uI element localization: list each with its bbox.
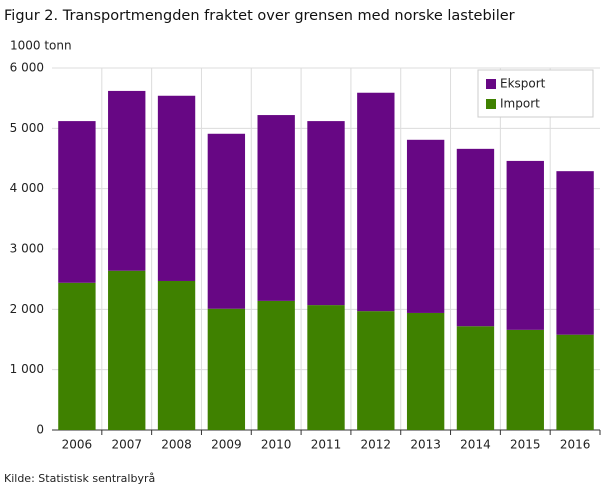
x-tick-label: 2015 <box>510 438 541 452</box>
y-tick-label: 1 000 <box>10 362 44 376</box>
bar-segment <box>157 95 196 281</box>
bar-segment <box>108 90 146 271</box>
bar-segment <box>58 121 96 283</box>
legend-swatch <box>486 99 496 109</box>
bar-segment <box>506 329 544 430</box>
bar-segment <box>406 312 445 430</box>
bar-segment <box>207 133 246 309</box>
bar-segment <box>357 92 395 312</box>
bar-segment <box>307 121 345 306</box>
bar-segment <box>406 139 445 313</box>
x-tick-label: 2012 <box>361 438 392 452</box>
bar-segment <box>556 334 594 430</box>
bar-segment <box>357 311 395 430</box>
x-tick-label: 2006 <box>62 438 93 452</box>
legend-box <box>477 69 594 118</box>
y-tick-label: 6 000 <box>10 61 44 75</box>
y-tick-label: 2 000 <box>10 302 44 316</box>
legend-label: Import <box>500 97 540 111</box>
x-tick-label: 2016 <box>560 438 591 452</box>
y-tick-label: 4 000 <box>10 181 44 195</box>
x-tick-label: 2010 <box>261 438 292 452</box>
bar-segment <box>506 160 544 330</box>
y-tick-label: 5 000 <box>10 121 44 135</box>
bar-segment <box>207 308 246 430</box>
bar-segment <box>257 115 295 301</box>
x-tick-label: 2013 <box>410 438 441 452</box>
bar-segment <box>157 280 196 430</box>
chart-title: Figur 2. Transportmengden fraktet over g… <box>4 8 515 24</box>
bar-segment <box>307 305 345 430</box>
y-tick-label: 3 000 <box>10 242 44 256</box>
source: Kilde: Statistisk sentralbyrå <box>4 472 155 485</box>
y-axis-label: 1000 tonn <box>10 39 72 53</box>
bar-segment <box>58 282 96 430</box>
x-tick-label: 2008 <box>161 438 192 452</box>
bar-segment <box>456 326 495 430</box>
x-tick-label: 2011 <box>311 438 342 452</box>
x-tick-label: 2014 <box>460 438 491 452</box>
x-tick-label: 2007 <box>111 438 142 452</box>
x-tick-label: 2009 <box>211 438 242 452</box>
legend-swatch <box>486 79 496 89</box>
bar-segment <box>257 300 295 430</box>
bar-segment <box>456 148 495 327</box>
legend-label: Eksport <box>500 77 546 91</box>
y-tick-label: 0 <box>36 423 44 437</box>
bar-segment <box>556 171 594 335</box>
bar-segment <box>108 270 146 430</box>
